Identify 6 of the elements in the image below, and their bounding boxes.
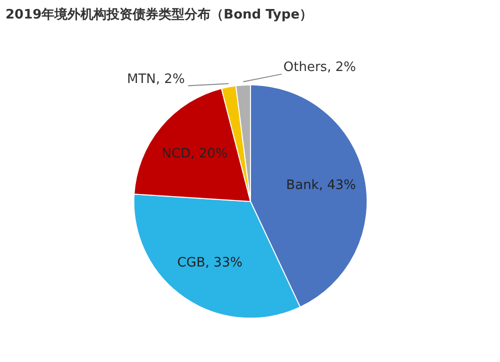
slice-label: MTN, 2% xyxy=(127,72,185,88)
slice-label: CGB, 33% xyxy=(177,256,242,271)
chart-title: 2019年境外机构投资债券类型分布（Bond Type） xyxy=(6,6,313,22)
slice-label: NCD, 20% xyxy=(162,146,228,162)
slice-label: Bank, 43% xyxy=(286,178,356,193)
slice-label: Others, 2% xyxy=(283,60,356,75)
